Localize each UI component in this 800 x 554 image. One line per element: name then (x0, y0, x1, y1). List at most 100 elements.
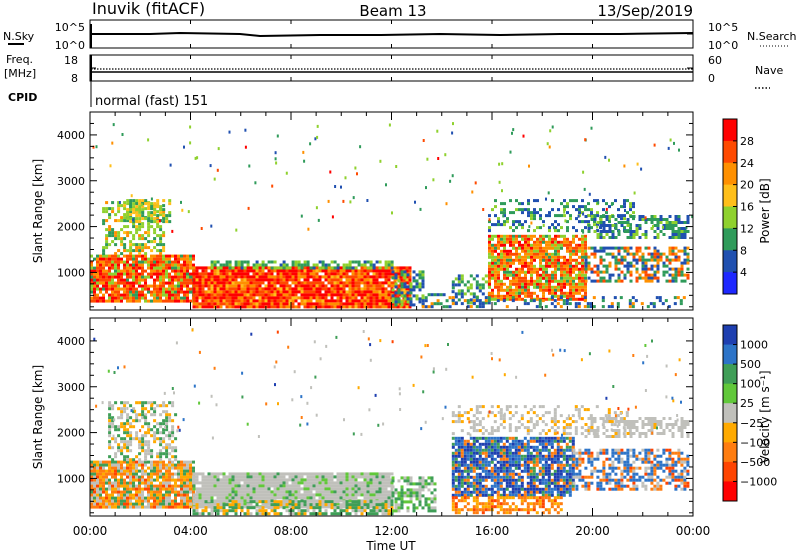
echo-cell (153, 254, 156, 258)
echo-cell (315, 305, 319, 309)
echo-cell (521, 246, 524, 250)
echo-cell (641, 255, 645, 259)
echo-cell (578, 243, 581, 247)
echo-cell (686, 258, 690, 262)
echo-cell (303, 481, 307, 485)
echo-cell (402, 278, 406, 282)
echo-cell (129, 431, 133, 435)
echo-cell (138, 493, 141, 497)
echo-cell (617, 249, 621, 253)
echo-cell (270, 293, 274, 297)
echo-cell (171, 293, 174, 297)
echo-cell (135, 419, 139, 423)
echo-cell (174, 278, 177, 282)
echo-cell (144, 496, 147, 500)
echo-cell (165, 478, 168, 482)
echo-cell (593, 215, 597, 218)
echo-cell (93, 496, 96, 500)
echo-cell (153, 487, 156, 491)
echo-cell (668, 249, 672, 253)
echo-cell (297, 266, 301, 270)
echo-cell (138, 202, 142, 206)
echo-cell (581, 273, 584, 277)
echo-cell (219, 305, 223, 309)
echo-cell (165, 275, 168, 279)
echo-cell (545, 197, 547, 201)
echo-cell (559, 296, 563, 300)
echo-cell (306, 290, 310, 294)
echo-cell (542, 240, 545, 244)
echo-cell (108, 269, 111, 273)
echo-cell (521, 285, 524, 289)
echo-cell (90, 263, 93, 267)
echo-cell (180, 487, 183, 491)
echo-cell (548, 288, 551, 292)
echo-cell (676, 296, 680, 300)
echo-cell (608, 220, 611, 224)
echo-cell (114, 299, 117, 303)
date-title: 13/Sep/2019 (597, 2, 693, 20)
echo-cell (321, 505, 325, 509)
echo-cell (674, 258, 678, 262)
echo-cell (632, 255, 636, 259)
echo-cell (387, 296, 391, 300)
echo-cell (117, 493, 120, 497)
echo-cell (252, 263, 256, 267)
echo-cell (210, 475, 214, 479)
echo-cell (574, 305, 578, 309)
echo-cell (671, 258, 675, 262)
echo-cell (665, 264, 669, 268)
echo-cell (288, 496, 292, 500)
echo-cell (244, 145, 247, 149)
echo-cell (90, 272, 93, 276)
echo-cell (192, 278, 196, 282)
echo-cell (345, 305, 349, 309)
echo-cell (348, 475, 352, 479)
colorbar-swatch (723, 250, 737, 273)
echo-cell (99, 266, 102, 270)
echo-cell (147, 263, 150, 267)
echo-cell (400, 300, 404, 304)
echo-cell (108, 228, 112, 232)
echo-cell (150, 472, 153, 476)
echo-cell (566, 220, 569, 224)
echo-cell (237, 287, 241, 291)
echo-cell (186, 502, 189, 506)
echo-cell (111, 207, 115, 211)
echo-cell (372, 272, 376, 276)
echo-cell (391, 294, 395, 298)
echo-cell (156, 202, 160, 206)
echo-cell (369, 496, 373, 500)
echo-cell (563, 208, 566, 212)
echo-cell (120, 416, 124, 420)
echo-cell (156, 205, 160, 209)
echo-cell (578, 270, 581, 274)
echo-cell (436, 302, 440, 306)
echo-cell (354, 302, 358, 306)
echo-cell (548, 276, 551, 280)
echo-cell (587, 220, 590, 224)
echo-cell (581, 279, 584, 283)
echo-cell (222, 287, 226, 291)
echo-cell (474, 181, 477, 185)
echo-cell (536, 237, 539, 241)
echo-cell (153, 463, 156, 467)
echo-cell (503, 294, 506, 298)
echo-cell (267, 269, 271, 273)
echo-cell (138, 293, 141, 297)
echo-cell (357, 272, 361, 276)
echo-cell (162, 284, 165, 288)
echo-cell (581, 199, 584, 203)
echo-cell (165, 463, 168, 467)
echo-cell (102, 505, 105, 509)
echo-cell (674, 236, 678, 239)
echo-cell (397, 297, 401, 301)
echo-cell (457, 292, 461, 296)
echo-cell (153, 293, 156, 297)
echo-cell (240, 260, 244, 264)
echo-cell (219, 269, 223, 273)
echo-cell (231, 481, 235, 485)
echo-cell (177, 493, 180, 497)
echo-cell (509, 237, 512, 241)
echo-cell (201, 302, 205, 306)
